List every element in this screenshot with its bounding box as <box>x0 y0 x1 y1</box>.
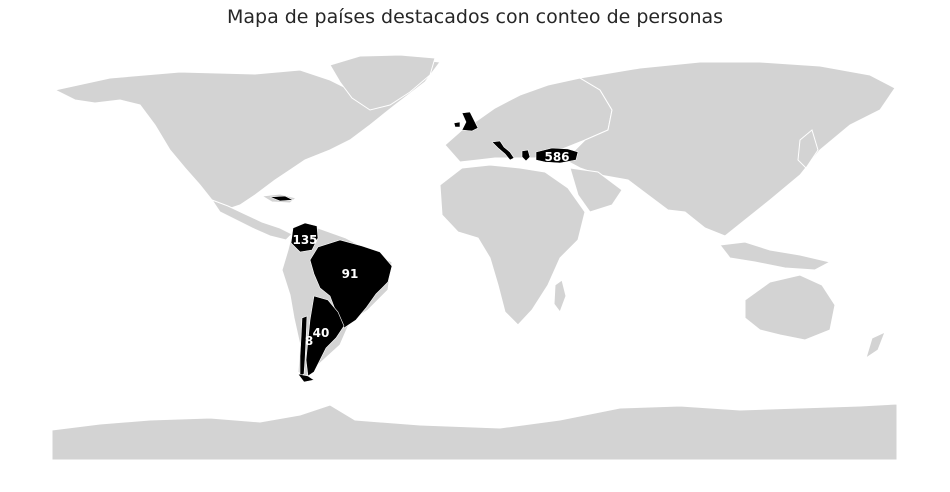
turkey-shape <box>535 147 579 164</box>
country-count-label: 40 <box>313 326 330 340</box>
highlight-layer <box>269 111 579 383</box>
chile-shape <box>299 315 308 377</box>
arabia-land <box>569 167 623 213</box>
country-count-label: 135 <box>292 233 317 247</box>
map-title: Mapa de países destacados con conteo de … <box>226 6 724 28</box>
north-america-land <box>53 59 441 211</box>
land-layer <box>51 54 898 461</box>
label-layer: 586 135 91 40 8 <box>292 150 569 348</box>
united-kingdom-shape <box>461 111 479 132</box>
brazil-shape <box>309 239 393 329</box>
country-count-label: 586 <box>544 150 569 164</box>
greenland-land <box>329 54 436 111</box>
country-count-label: 91 <box>342 267 359 281</box>
greece-shape <box>521 149 531 162</box>
argentina-shape <box>305 295 345 377</box>
africa-land <box>439 164 586 326</box>
antarctica-land <box>51 403 898 461</box>
italy-shape <box>491 140 515 161</box>
japan-land <box>797 129 819 169</box>
australia-land <box>744 274 836 341</box>
country-count-label: 8 <box>305 334 313 348</box>
asia-land <box>564 61 896 237</box>
cuba-shape <box>269 195 295 202</box>
tierra-del-fuego-shape <box>297 373 315 383</box>
indonesia-land <box>719 241 832 271</box>
new-zealand-land <box>865 331 886 360</box>
colombia-shape <box>290 222 319 253</box>
central-america-land <box>210 198 293 241</box>
northern-ireland-shape <box>453 121 461 128</box>
madagascar-land <box>553 279 567 314</box>
